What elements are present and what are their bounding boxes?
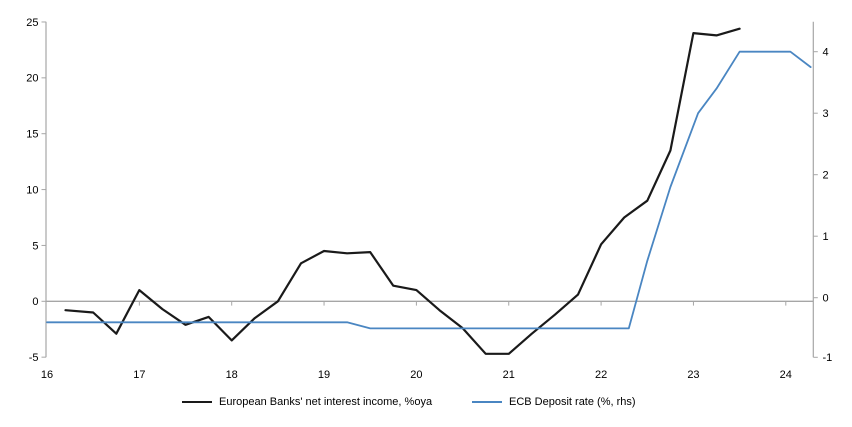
blue-line-swatch: [472, 400, 502, 403]
black-line-swatch: [182, 400, 212, 403]
x-axis-tick-label: 24: [780, 369, 792, 381]
legend-item-ecb-deposit-rate: ECB Deposit rate (%, rhs): [472, 394, 636, 409]
left-axis-tick-label: 25: [26, 17, 38, 29]
left-axis-tick-label: 20: [26, 73, 38, 85]
x-axis-tick-label: 20: [410, 369, 422, 381]
right-axis-tick-label: 2: [823, 170, 829, 182]
right-axis-tick-label: 3: [823, 108, 829, 120]
right-axis-tick-label: 4: [823, 47, 829, 59]
left-axis-tick-label: 10: [26, 184, 38, 196]
x-axis-tick-label: 23: [687, 369, 699, 381]
legend-item-net-interest-income: European Banks' net interest income, %oy…: [182, 394, 432, 409]
right-axis-tick-label: 1: [823, 231, 829, 243]
x-axis-tick-label: 16: [41, 369, 53, 381]
left-axis-tick-label: 5: [32, 240, 38, 252]
legend-label-ecb-deposit-rate: ECB Deposit rate (%, rhs): [509, 395, 636, 408]
left-axis-tick-label: 15: [26, 129, 38, 141]
ecb-deposit-rate-line: [46, 50, 812, 330]
legend-label-net-interest-income: European Banks' net interest income, %oy…: [219, 395, 433, 408]
x-axis-tick-label: 21: [503, 369, 515, 381]
right-axis-tick-label: 0: [823, 293, 829, 305]
left-axis-tick-label: -5: [29, 352, 39, 364]
net-interest-income-line: [64, 27, 741, 355]
x-axis-tick-label: 19: [318, 369, 330, 381]
right-axis-tick-label: -1: [823, 352, 833, 364]
x-axis-tick-label: 22: [595, 369, 607, 381]
x-axis-tick-label: 18: [226, 369, 238, 381]
left-axis-tick-label: 0: [32, 296, 38, 308]
x-axis-tick-label: 17: [133, 369, 145, 381]
chart-legend: European Banks' net interest income, %oy…: [0, 394, 852, 410]
